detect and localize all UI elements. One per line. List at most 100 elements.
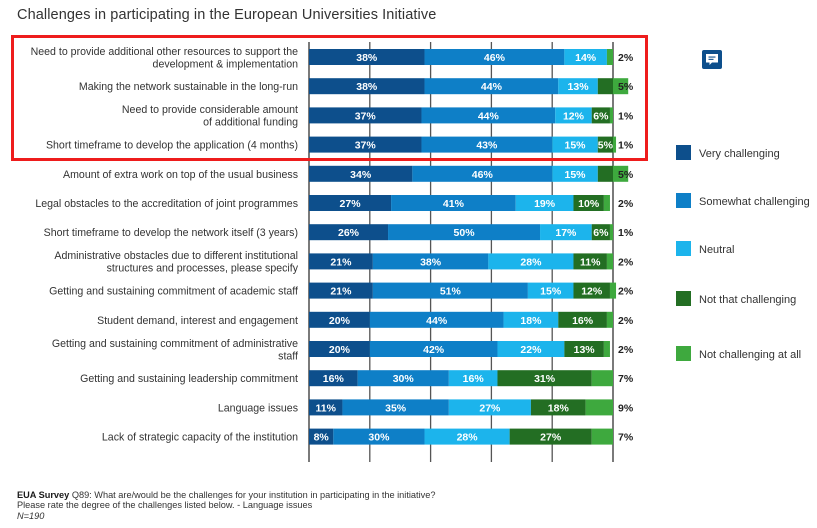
- bars: 38% 46% 14% 2% 38% 44% 13% 5% 37% 44% 12% 6% 1% 37% 43…: [309, 49, 634, 445]
- bar-row: 38% 46% 14% 2%: [309, 49, 634, 65]
- bar-row: 34% 46% 15% 5%: [309, 165, 634, 182]
- bar-segment: [613, 78, 629, 95]
- segment-label: 44%: [478, 110, 500, 122]
- segment-label: 15%: [564, 140, 586, 152]
- bar-row: 38% 44% 13% 5%: [309, 78, 634, 95]
- segment-label: 46%: [484, 52, 506, 64]
- bar-segment: [606, 49, 613, 65]
- category-label: Language issues: [218, 402, 298, 414]
- segment-label: 6%: [593, 110, 609, 122]
- bar-segment: [424, 428, 510, 445]
- category-label: Getting and sustaining leadership commit…: [80, 373, 298, 385]
- bar-segment: [309, 165, 413, 182]
- segment-label: 31%: [534, 373, 556, 385]
- bar-row: 26% 50% 17% 6% 1%: [309, 224, 634, 241]
- bar-segment: [424, 78, 559, 95]
- comment-button[interactable]: [702, 50, 722, 69]
- bar-segment: [309, 107, 422, 124]
- segment-label: 16%: [463, 373, 485, 385]
- segment-label: 8%: [314, 432, 330, 444]
- bar-segment: [558, 311, 607, 328]
- segment-label: 15%: [564, 169, 586, 181]
- legend-item: Neutral: [676, 241, 734, 256]
- segment-label: 37%: [355, 140, 377, 152]
- segment-label: 14%: [575, 52, 597, 64]
- legend-item: Somewhat challenging: [676, 193, 810, 208]
- segment-label: 10%: [578, 198, 600, 210]
- bar-segment: [369, 341, 498, 357]
- segment-label: 28%: [457, 432, 479, 444]
- bar-segment: [597, 78, 613, 95]
- end-label: 1%: [618, 227, 634, 239]
- segment-label: 50%: [454, 227, 476, 239]
- bar-segment: [591, 224, 610, 241]
- bar-row: 11% 35% 27% 18% 9%: [309, 399, 634, 416]
- bar-segment: [309, 78, 425, 95]
- segment-label: 21%: [330, 256, 352, 268]
- category-label: Short timeframe to develop the network i…: [44, 227, 298, 239]
- bar-row: 20% 44% 18% 16% 2%: [309, 311, 634, 328]
- footnote-source: EUA Survey: [17, 490, 70, 500]
- bar-segment: [309, 195, 392, 211]
- bar-row: 21% 38% 28% 11% 2%: [309, 253, 634, 270]
- footnote-question: Q89: What are/would be the challenges fo…: [17, 490, 436, 511]
- bar-segment: [309, 282, 373, 299]
- segment-label: 30%: [393, 373, 415, 385]
- end-label: 2%: [618, 344, 634, 356]
- category-label: Administrative obstacles due to differen…: [54, 250, 298, 275]
- bar-segment: [564, 341, 604, 357]
- bar-segment: [309, 370, 358, 387]
- end-label: 2%: [618, 198, 634, 210]
- segment-label: 5%: [598, 140, 614, 152]
- bar-segment: [591, 428, 613, 445]
- segment-label: 26%: [338, 227, 360, 239]
- category-label: Getting and sustaining commitment of aca…: [49, 286, 298, 298]
- bar-segment: [591, 107, 610, 124]
- segment-label: 30%: [368, 432, 390, 444]
- segment-label: 16%: [572, 315, 594, 327]
- bar-segment: [309, 399, 343, 416]
- bar-segment: [609, 107, 613, 124]
- end-label: 9%: [618, 402, 634, 414]
- segment-label: 38%: [420, 256, 442, 268]
- segment-label: 13%: [568, 81, 590, 93]
- bar-segment: [573, 282, 610, 299]
- segment-label: 15%: [540, 286, 562, 298]
- bar-row: 8% 30% 28% 27% 7%: [309, 428, 634, 445]
- legend-item: Very challenging: [676, 145, 780, 160]
- bar-segment: [309, 49, 425, 65]
- bar-segment: [603, 341, 610, 357]
- bar-segment: [369, 311, 504, 328]
- bar-segment: [515, 195, 574, 211]
- bar-row: 21% 51% 15% 12% 2%: [309, 282, 634, 299]
- segment-label: 34%: [350, 169, 372, 181]
- bar-segment: [597, 136, 613, 153]
- bar-segment: [503, 311, 559, 328]
- legend-item: Not that challenging: [676, 291, 796, 306]
- end-label: 7%: [618, 432, 634, 444]
- bar-segment: [309, 341, 370, 357]
- bar-row: 37% 43% 15% 5% 1%: [309, 136, 634, 153]
- legend-swatch: [676, 145, 691, 160]
- segment-label: 42%: [423, 344, 445, 356]
- bar-segment: [309, 428, 334, 445]
- legend-swatch: [676, 241, 691, 256]
- bar-segment: [412, 165, 553, 182]
- category-labels: Need to provide additional other resourc…: [31, 46, 299, 444]
- highlight-box: [11, 35, 648, 161]
- legend-label: Somewhat challenging: [699, 196, 810, 208]
- end-label: 5%: [618, 81, 634, 93]
- bar-segment: [606, 311, 613, 328]
- segment-label: 44%: [426, 315, 448, 327]
- bar-segment: [372, 282, 528, 299]
- bar-row: 37% 44% 12% 6% 1%: [309, 107, 634, 124]
- legend-swatch: [676, 193, 691, 208]
- comment-icon: [706, 54, 718, 65]
- bar-segment: [309, 253, 373, 270]
- segment-label: 35%: [385, 402, 407, 414]
- bar-segment: [540, 224, 592, 241]
- bar-segment: [309, 224, 389, 241]
- segment-label: 16%: [323, 373, 345, 385]
- segment-label: 22%: [520, 344, 542, 356]
